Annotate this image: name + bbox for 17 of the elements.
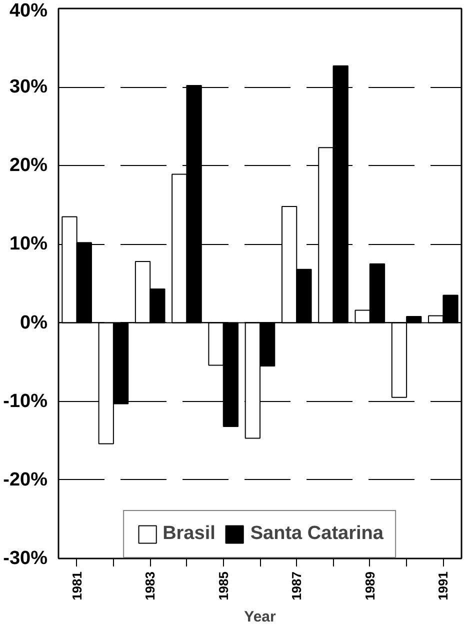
y-tick-label: 40% [9, 0, 48, 22]
y-tick-label: -30% [3, 548, 48, 569]
y-tick-label: 20% [9, 155, 48, 176]
x-tick-label: 1981 [69, 572, 84, 600]
y-tick-label: 30% [9, 76, 48, 98]
legend-label: Santa Catarina [250, 523, 384, 545]
x-axis-title: Year [244, 608, 276, 626]
y-tick-label: 0% [20, 312, 48, 334]
y-tick-label: -10% [3, 390, 48, 412]
x-tick-label: 1989 [362, 572, 378, 600]
x-tick-label: 1991 [436, 572, 451, 600]
y-tick-label: -20% [3, 469, 48, 490]
legend-label: Brasil [162, 523, 216, 545]
x-tick-label: 1983 [142, 572, 158, 600]
y-tick-label: 10% [9, 234, 48, 255]
x-tick-label: 1987 [289, 572, 304, 600]
x-tick-label: 1985 [216, 572, 231, 600]
